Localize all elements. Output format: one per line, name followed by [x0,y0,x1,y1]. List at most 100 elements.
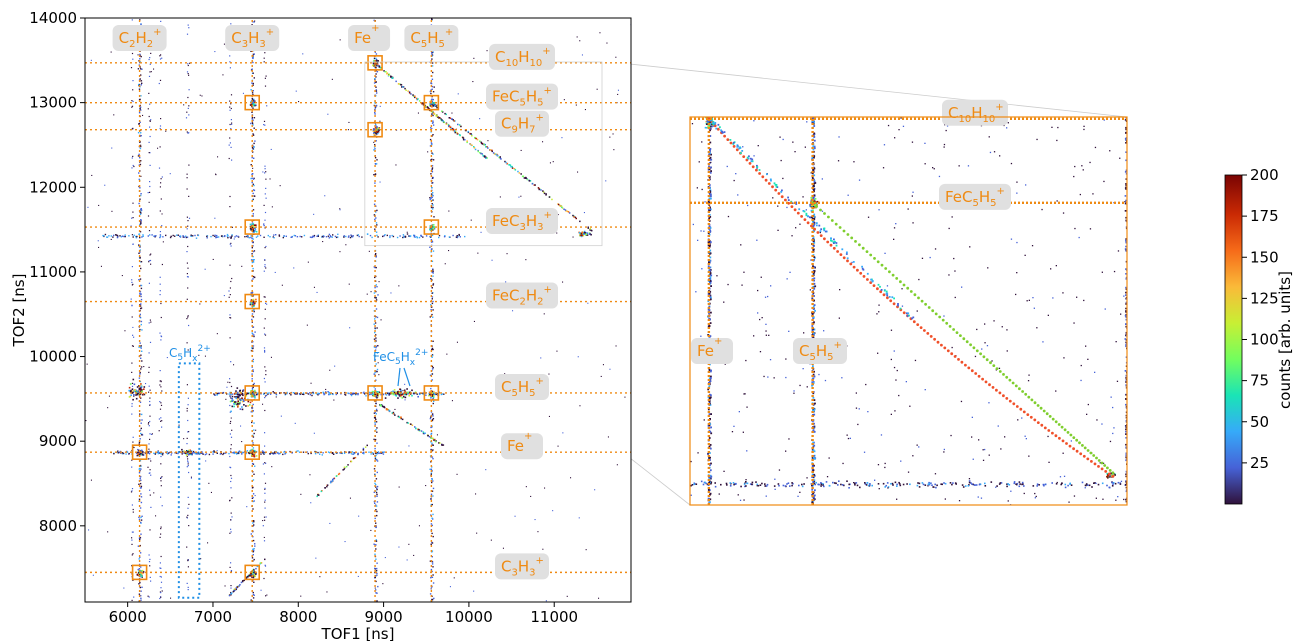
count-point [734,483,737,485]
count-point [709,380,712,382]
count-point [709,282,712,284]
count-point [108,395,110,397]
count-point [169,173,171,175]
count-point [131,390,134,392]
count-point [251,321,253,323]
count-point [404,236,407,238]
count-point [140,566,142,568]
count-point [140,516,142,519]
count-point [375,418,377,421]
count-point [812,456,815,459]
count-point [379,105,381,107]
count-point [318,392,320,395]
count-point [241,408,244,411]
count-point [233,364,235,366]
count-point [561,207,564,209]
count-point [230,128,232,130]
count-point [222,392,224,394]
count-point [179,235,181,237]
count-point [430,397,432,399]
count-point [132,378,135,381]
count-point [864,483,867,485]
count-point [452,129,455,132]
count-point [374,544,376,546]
count-point [347,392,349,394]
count-point [708,368,711,371]
count-point [710,432,713,435]
count-point [103,235,105,237]
count-point [432,316,434,318]
count-point [709,447,712,450]
count-point [813,277,816,280]
count-point [264,247,266,249]
count-point [1125,473,1127,476]
count-point [159,146,161,148]
count-point [590,229,592,232]
count-point [240,581,243,584]
count-point [704,481,706,484]
count-point [357,575,359,577]
x-tick-label: 8000 [279,608,317,626]
count-point [485,146,487,148]
blue-arrows [397,367,411,387]
count-point [253,455,256,457]
count-point [825,481,828,483]
count-point [491,259,493,261]
count-point [464,235,466,238]
count-point [251,452,254,454]
count-point [253,77,255,79]
count-point [430,449,432,451]
count-point [264,193,266,195]
count-point [1106,484,1108,487]
count-point [421,102,423,105]
count-point [234,401,237,403]
count-point [563,208,565,210]
count-point [477,252,479,254]
count-point [375,104,378,107]
count-point [279,185,281,187]
count-point [709,477,712,480]
count-point [262,171,264,173]
count-point [160,54,162,56]
count-point [707,265,710,268]
count-point [237,235,239,238]
count-point [343,468,345,471]
count-point [252,90,254,92]
count-point [179,236,182,238]
count-point [432,393,434,395]
count-point [577,171,579,173]
count-point [250,533,252,535]
count-point [153,68,155,70]
count-point [333,453,335,455]
count-point [710,311,712,314]
count-point [186,262,188,264]
count-point [708,225,711,228]
count-point [378,65,381,68]
count-point [237,400,239,402]
count-point [230,242,232,244]
count-point [383,70,385,72]
count-point [188,431,190,433]
count-point [123,235,125,238]
count-point [372,393,374,396]
count-point [187,220,189,222]
count-point [85,420,87,422]
count-point [124,235,126,238]
count-point [251,181,253,184]
count-point [254,395,256,398]
count-point [708,293,711,296]
count-point [812,169,814,171]
count-point [187,73,189,75]
count-point [187,460,189,462]
count-point [705,482,707,485]
count-point [175,452,178,454]
count-point [342,469,344,471]
count-point [138,153,140,156]
count-point [374,359,376,361]
count-point [820,483,823,486]
count-point [141,575,143,577]
count-point [431,576,434,578]
count-point [232,452,234,454]
count-point [579,234,582,237]
count-point [368,393,371,396]
